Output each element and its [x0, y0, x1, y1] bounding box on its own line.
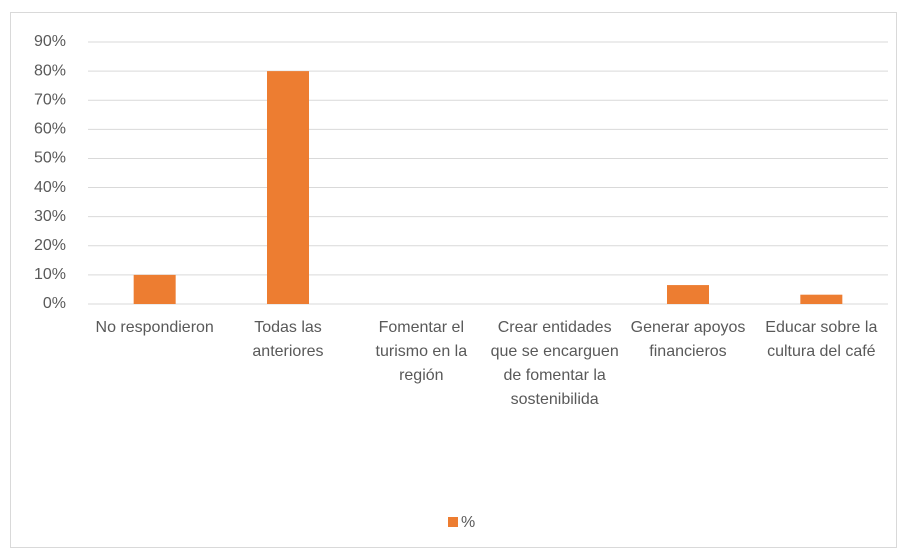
- y-tick-label: 80%: [34, 62, 66, 79]
- x-tick-label-box: No respondieron: [95, 319, 214, 336]
- x-tick-label: Educar sobre la cultura del café: [765, 319, 878, 360]
- y-tick-label: 40%: [34, 179, 66, 196]
- y-tick-label: 20%: [34, 237, 66, 254]
- x-tick-label-box: Fomentar el turismo en la región: [375, 319, 468, 384]
- bar: [667, 285, 709, 304]
- y-tick-label: 30%: [34, 208, 66, 225]
- x-tick-label-box: Todas las anteriores: [252, 319, 324, 360]
- y-tick-label: 0%: [43, 295, 66, 312]
- bar: [133, 274, 176, 304]
- bar: [267, 71, 309, 304]
- x-tick-label: Crear entidades que se encarguen de fome…: [490, 319, 619, 408]
- x-tick-label-box: Crear entidades que se encarguen de fome…: [490, 319, 619, 408]
- x-tick-label-box: Generar apoyos financieros: [630, 319, 746, 360]
- legend-label: %: [461, 514, 475, 531]
- y-tick-label: 70%: [34, 91, 66, 108]
- y-tick-label: 10%: [34, 266, 66, 283]
- legend-swatch: [448, 517, 458, 527]
- y-tick-label: 90%: [34, 33, 66, 50]
- x-tick-label-box: Educar sobre la cultura del café: [765, 319, 878, 360]
- y-tick-label: 60%: [34, 121, 66, 138]
- x-tick-label: Generar apoyos financieros: [630, 319, 746, 360]
- x-tick-label: Fomentar el turismo en la región: [375, 319, 468, 384]
- x-tick-label: No respondieron: [95, 319, 214, 336]
- x-tick-label: Todas las anteriores: [252, 319, 324, 360]
- y-tick-label: 50%: [34, 150, 66, 167]
- bar: [800, 294, 843, 304]
